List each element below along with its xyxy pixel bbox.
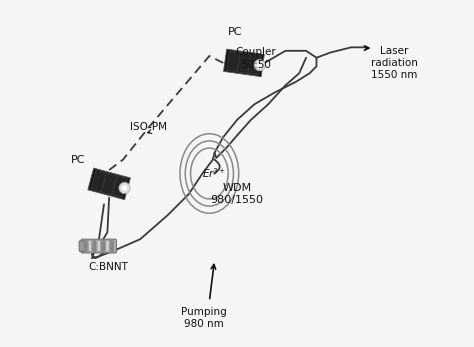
Circle shape — [119, 183, 130, 194]
FancyBboxPatch shape — [97, 240, 100, 252]
FancyBboxPatch shape — [110, 240, 114, 252]
Bar — [224, 49, 264, 77]
Bar — [112, 176, 127, 197]
Bar — [227, 51, 240, 72]
Text: Er$^{3+}$: Er$^{3+}$ — [202, 167, 227, 180]
Text: PC: PC — [71, 155, 85, 165]
Bar — [101, 173, 117, 195]
Text: C:BNNT: C:BNNT — [88, 262, 128, 272]
Circle shape — [257, 62, 263, 68]
FancyBboxPatch shape — [81, 239, 117, 253]
Text: Laser
radiation
1550 nm: Laser radiation 1550 nm — [371, 45, 418, 80]
Circle shape — [254, 59, 265, 71]
Bar — [248, 54, 261, 75]
FancyBboxPatch shape — [79, 241, 84, 251]
Text: Pumping
980 nm: Pumping 980 nm — [181, 306, 227, 329]
Text: PC: PC — [228, 27, 243, 37]
Bar — [88, 168, 130, 200]
FancyBboxPatch shape — [93, 240, 96, 252]
FancyBboxPatch shape — [101, 240, 105, 252]
FancyBboxPatch shape — [88, 240, 91, 252]
Bar — [91, 170, 107, 192]
FancyBboxPatch shape — [106, 240, 109, 252]
Text: WDM
980/1550: WDM 980/1550 — [210, 183, 264, 205]
FancyBboxPatch shape — [84, 240, 87, 252]
Text: Coupler
50:50: Coupler 50:50 — [236, 48, 276, 70]
Text: ISO-PM: ISO-PM — [130, 122, 167, 132]
Bar — [237, 52, 251, 74]
Circle shape — [122, 185, 127, 191]
